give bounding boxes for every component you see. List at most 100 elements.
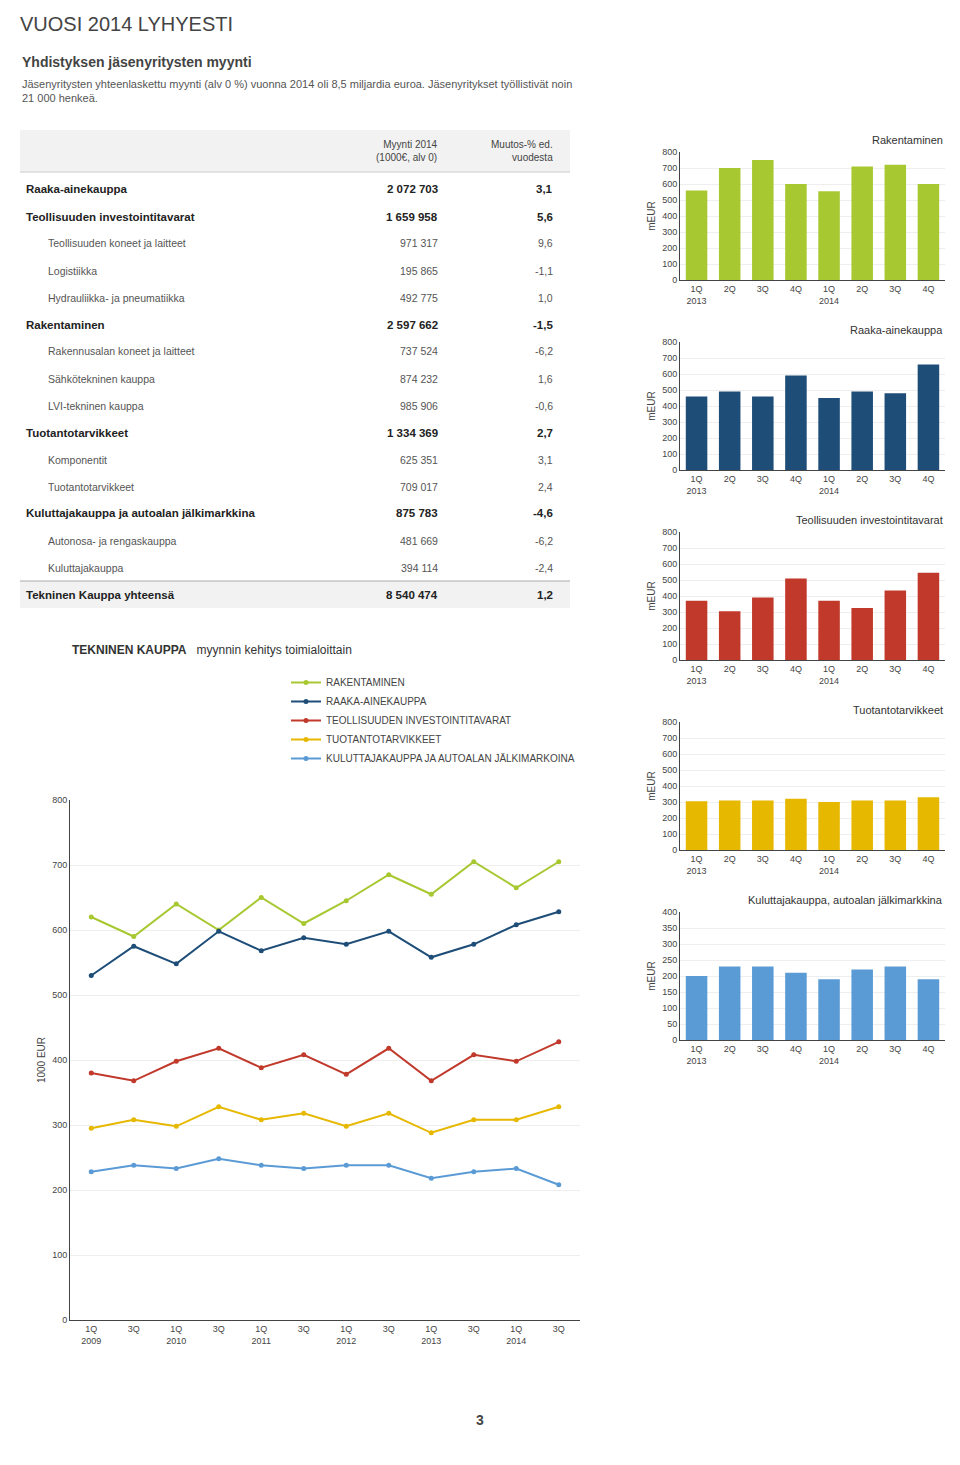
- svg-text:LVI-tekninen kauppa: LVI-tekninen kauppa: [48, 400, 144, 412]
- svg-text:-0,6: -0,6: [535, 400, 553, 412]
- svg-text:2,7: 2,7: [537, 427, 553, 439]
- svg-text:3Q: 3Q: [757, 854, 769, 864]
- svg-text:2Q: 2Q: [856, 474, 868, 484]
- svg-text:0: 0: [672, 655, 677, 665]
- svg-text:3,1: 3,1: [538, 454, 553, 466]
- svg-text:1Q2011: 1Q2011: [252, 1324, 271, 1346]
- svg-text:800: 800: [662, 527, 677, 537]
- svg-text:4Q: 4Q: [922, 854, 934, 864]
- svg-text:RAKENTAMINEN: RAKENTAMINEN: [326, 677, 405, 688]
- svg-text:mEUR: mEUR: [646, 961, 657, 990]
- svg-text:2Q: 2Q: [724, 854, 736, 864]
- svg-text:500: 500: [52, 990, 67, 1000]
- svg-text:1Q2009: 1Q2009: [81, 1324, 101, 1346]
- svg-text:Raaka-ainekauppa: Raaka-ainekauppa: [26, 183, 128, 195]
- svg-text:Kuluttajakauppa ja autoalan jä: Kuluttajakauppa ja autoalan jälkimarkkin…: [26, 507, 255, 519]
- svg-text:709 017: 709 017: [400, 481, 438, 493]
- svg-text:400: 400: [52, 1055, 67, 1065]
- svg-text:2Q: 2Q: [724, 1044, 736, 1054]
- svg-text:500: 500: [662, 385, 677, 395]
- svg-text:Kuluttajakauppa: Kuluttajakauppa: [48, 562, 123, 574]
- svg-text:VUOSI 2014 LYHYESTI: VUOSI 2014 LYHYESTI: [20, 13, 233, 35]
- svg-text:Teollisuuden investointitavara: Teollisuuden investointitavarat: [796, 514, 943, 526]
- svg-text:200: 200: [52, 1185, 67, 1195]
- svg-text:200: 200: [662, 623, 677, 633]
- svg-text:3: 3: [476, 1412, 484, 1428]
- svg-text:Hydrauliikka- ja pneumatiikka: Hydrauliikka- ja pneumatiikka: [48, 292, 185, 304]
- svg-text:3Q: 3Q: [757, 284, 769, 294]
- svg-text:0: 0: [672, 465, 677, 475]
- svg-text:Muutos-% ed.vuodesta: Muutos-% ed.vuodesta: [491, 139, 553, 163]
- svg-text:4Q: 4Q: [790, 474, 802, 484]
- svg-text:250: 250: [662, 955, 677, 965]
- svg-text:KULUTTAJAKAUPPA JA AUTOALAN JÄ: KULUTTAJAKAUPPA JA AUTOALAN JÄLKIMARKOIN…: [326, 753, 575, 764]
- svg-text:3Q: 3Q: [889, 474, 901, 484]
- svg-text:700: 700: [662, 163, 677, 173]
- svg-text:1Q2014: 1Q2014: [819, 664, 839, 686]
- svg-text:600: 600: [662, 559, 677, 569]
- svg-text:Komponentit: Komponentit: [48, 454, 107, 466]
- svg-text:8 540 474: 8 540 474: [386, 589, 438, 601]
- svg-text:3Q: 3Q: [213, 1324, 225, 1334]
- svg-text:4Q: 4Q: [790, 284, 802, 294]
- svg-text:3Q: 3Q: [889, 664, 901, 674]
- svg-text:Teollisuuden koneet ja laittee: Teollisuuden koneet ja laitteet: [48, 237, 186, 249]
- svg-text:3Q: 3Q: [889, 284, 901, 294]
- svg-text:4Q: 4Q: [922, 664, 934, 674]
- svg-text:3Q: 3Q: [468, 1324, 480, 1334]
- svg-text:TEOLLISUUDEN INVESTOINTITAVARA: TEOLLISUUDEN INVESTOINTITAVARAT: [326, 715, 511, 726]
- svg-text:300: 300: [662, 607, 677, 617]
- svg-text:1 659 958: 1 659 958: [386, 211, 438, 223]
- svg-text:RAAKA-AINEKAUPPA: RAAKA-AINEKAUPPA: [326, 696, 427, 707]
- svg-text:300: 300: [662, 417, 677, 427]
- svg-text:4Q: 4Q: [790, 1044, 802, 1054]
- svg-text:mEUR: mEUR: [646, 771, 657, 800]
- svg-text:5,6: 5,6: [537, 211, 553, 223]
- svg-text:300: 300: [662, 227, 677, 237]
- svg-text:0: 0: [672, 1035, 677, 1045]
- svg-text:400: 400: [662, 781, 677, 791]
- svg-text:1000 EUR: 1000 EUR: [36, 1037, 47, 1083]
- svg-text:800: 800: [52, 795, 67, 805]
- svg-text:3Q: 3Q: [383, 1324, 395, 1334]
- svg-text:0: 0: [672, 845, 677, 855]
- svg-text:-1,5: -1,5: [533, 319, 553, 331]
- svg-text:800: 800: [662, 337, 677, 347]
- svg-text:0: 0: [672, 275, 677, 285]
- svg-text:400: 400: [662, 907, 677, 917]
- svg-text:3Q: 3Q: [889, 1044, 901, 1054]
- svg-text:Teollisuuden investointitavara: Teollisuuden investointitavarat: [26, 211, 195, 223]
- svg-text:700: 700: [662, 733, 677, 743]
- svg-text:874 232: 874 232: [400, 373, 438, 385]
- svg-text:3Q: 3Q: [757, 664, 769, 674]
- svg-text:-2,4: -2,4: [535, 562, 553, 574]
- svg-text:600: 600: [52, 925, 67, 935]
- svg-text:600: 600: [662, 749, 677, 759]
- svg-text:mEUR: mEUR: [646, 581, 657, 610]
- svg-text:1Q2013: 1Q2013: [687, 474, 707, 496]
- svg-text:Yhdistyksen jäsenyritysten myy: Yhdistyksen jäsenyritysten myynti: [22, 54, 252, 70]
- svg-text:4Q: 4Q: [922, 284, 934, 294]
- svg-text:-6,2: -6,2: [535, 535, 553, 547]
- svg-text:mEUR: mEUR: [646, 391, 657, 420]
- svg-text:TEKNINEN KAUPPA myynnin kehi: TEKNINEN KAUPPA myynnin kehitys toimialo…: [72, 643, 352, 657]
- svg-text:195 865: 195 865: [400, 265, 438, 277]
- svg-text:1Q2014: 1Q2014: [819, 1044, 839, 1066]
- svg-text:Rakennusalan koneet ja laittee: Rakennusalan koneet ja laitteet: [48, 345, 195, 357]
- svg-text:2Q: 2Q: [724, 284, 736, 294]
- svg-text:1,6: 1,6: [538, 373, 553, 385]
- svg-text:800: 800: [662, 717, 677, 727]
- svg-text:700: 700: [662, 543, 677, 553]
- svg-text:200: 200: [662, 243, 677, 253]
- svg-text:400: 400: [662, 211, 677, 221]
- svg-text:150: 150: [662, 987, 677, 997]
- svg-text:394 114: 394 114: [401, 562, 438, 574]
- svg-text:0: 0: [62, 1315, 67, 1325]
- svg-text:2,4: 2,4: [538, 481, 553, 493]
- svg-text:1Q2014: 1Q2014: [819, 284, 839, 306]
- svg-text:600: 600: [662, 179, 677, 189]
- svg-text:200: 200: [662, 813, 677, 823]
- svg-text:3Q: 3Q: [298, 1324, 310, 1334]
- svg-text:625 351: 625 351: [400, 454, 438, 466]
- svg-text:Tuotantotarvikkeet: Tuotantotarvikkeet: [26, 427, 128, 439]
